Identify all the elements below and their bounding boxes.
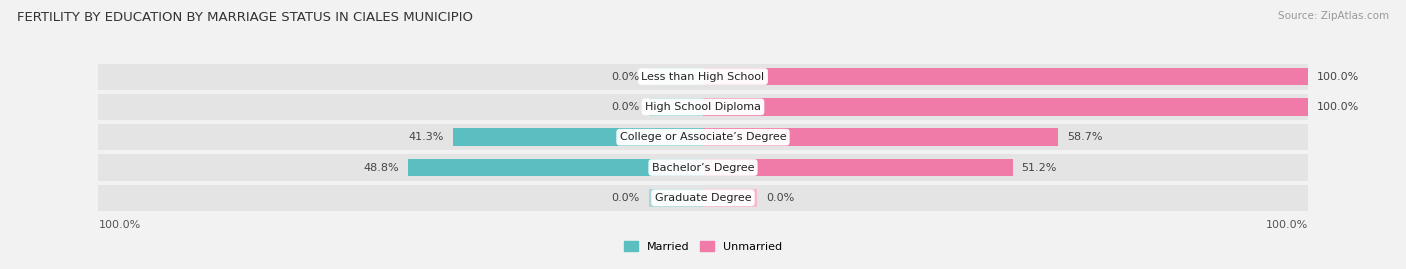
- Text: 100.0%: 100.0%: [1316, 102, 1358, 112]
- Bar: [703, 189, 758, 207]
- Text: 51.2%: 51.2%: [1022, 162, 1057, 172]
- Bar: [453, 128, 703, 146]
- Text: Bachelor’s Degree: Bachelor’s Degree: [652, 162, 754, 172]
- Text: 100.0%: 100.0%: [1265, 220, 1308, 230]
- Text: Less than High School: Less than High School: [641, 72, 765, 82]
- Bar: [98, 154, 1308, 180]
- Text: FERTILITY BY EDUCATION BY MARRIAGE STATUS IN CIALES MUNICIPIO: FERTILITY BY EDUCATION BY MARRIAGE STATU…: [17, 11, 472, 24]
- Bar: [98, 185, 1308, 211]
- Bar: [408, 159, 703, 176]
- Text: 100.0%: 100.0%: [1316, 72, 1358, 82]
- Bar: [98, 124, 1308, 150]
- Bar: [703, 98, 1308, 116]
- Bar: [703, 68, 1308, 85]
- Text: College or Associate’s Degree: College or Associate’s Degree: [620, 132, 786, 142]
- Bar: [98, 94, 1308, 120]
- Text: 41.3%: 41.3%: [409, 132, 444, 142]
- Text: Source: ZipAtlas.com: Source: ZipAtlas.com: [1278, 11, 1389, 21]
- Bar: [98, 63, 1308, 90]
- Text: 58.7%: 58.7%: [1067, 132, 1102, 142]
- Text: 0.0%: 0.0%: [766, 193, 794, 203]
- Legend: Married, Unmarried: Married, Unmarried: [624, 241, 782, 252]
- Bar: [648, 98, 703, 116]
- Bar: [703, 159, 1012, 176]
- Text: 0.0%: 0.0%: [612, 102, 640, 112]
- Text: 100.0%: 100.0%: [98, 220, 141, 230]
- Text: Graduate Degree: Graduate Degree: [655, 193, 751, 203]
- Text: 48.8%: 48.8%: [363, 162, 399, 172]
- Text: 0.0%: 0.0%: [612, 193, 640, 203]
- Bar: [648, 189, 703, 207]
- Text: High School Diploma: High School Diploma: [645, 102, 761, 112]
- Bar: [703, 128, 1057, 146]
- Bar: [648, 68, 703, 85]
- Text: 0.0%: 0.0%: [612, 72, 640, 82]
